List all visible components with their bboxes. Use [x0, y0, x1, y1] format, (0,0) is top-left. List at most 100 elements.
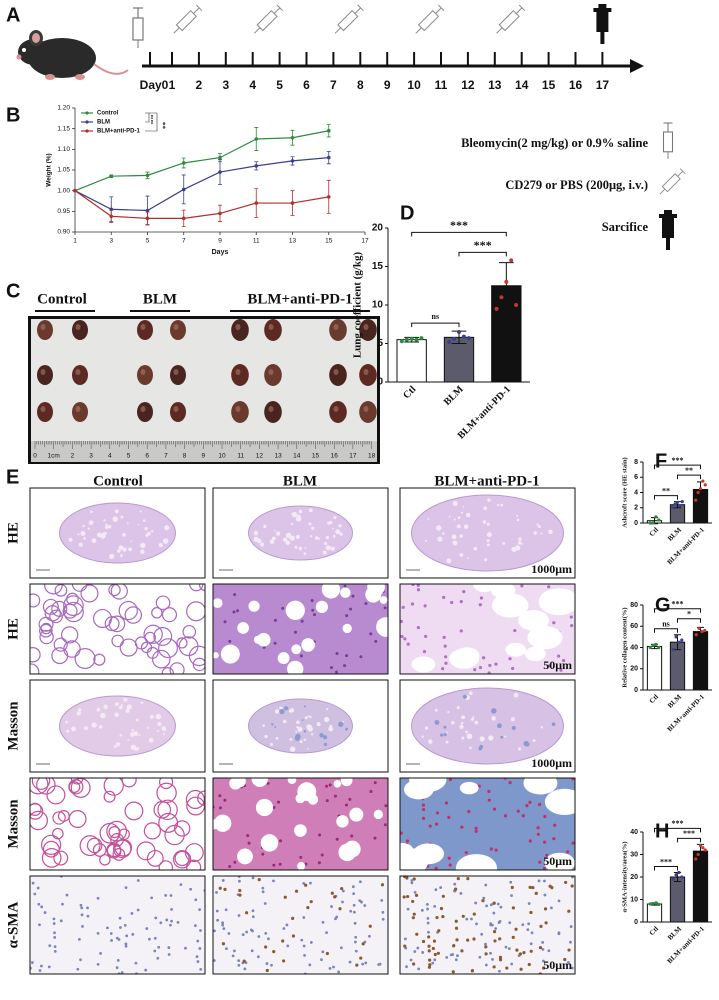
cell — [447, 815, 451, 819]
nucleus — [303, 953, 306, 957]
tissue-texture — [537, 525, 541, 529]
lung-specimen — [170, 402, 186, 422]
nucleus — [320, 958, 323, 962]
significance-label: ** — [685, 466, 693, 475]
alveolus — [449, 648, 480, 669]
alveolus — [49, 609, 63, 624]
nucleus — [53, 949, 57, 953]
cell — [345, 654, 349, 658]
data-point — [290, 159, 295, 163]
y-tick-label: 20 — [372, 223, 384, 234]
y-tick-label: 1.10 — [57, 146, 70, 153]
data-point — [703, 628, 707, 633]
nucleus — [53, 936, 57, 939]
tissue-texture — [146, 726, 149, 730]
nucleus — [549, 906, 553, 910]
key-label: Bleomycin(2 mg/kg) or 0.9% saline — [461, 136, 648, 150]
alveolus — [36, 778, 56, 795]
tissue-texture — [107, 524, 112, 529]
sma-stain — [564, 880, 568, 885]
tissue-texture — [279, 709, 285, 715]
data-point — [698, 843, 703, 848]
sacrifice-handle — [598, 4, 607, 8]
tissue-texture — [139, 510, 142, 513]
alveolus — [185, 789, 205, 810]
tissue-texture — [66, 729, 70, 733]
alveolus — [473, 584, 496, 593]
sma-stain — [361, 942, 365, 946]
lung-highlight — [140, 406, 146, 412]
alveolus — [39, 629, 54, 645]
alveolus — [400, 855, 421, 870]
alveolus — [544, 852, 575, 870]
sacrifice-neck — [600, 32, 605, 44]
lung-highlight — [333, 324, 339, 330]
alveolus — [186, 601, 205, 622]
nucleus — [221, 921, 224, 925]
nucleus — [529, 942, 533, 946]
syringe-plunger — [273, 7, 281, 14]
lung-specimen — [72, 320, 88, 340]
data-point — [674, 873, 678, 877]
ruler-label: 18 — [368, 453, 376, 460]
alveolus — [527, 625, 563, 650]
micrograph-frame — [29, 875, 206, 975]
tissue-texture — [155, 713, 162, 720]
nucleus — [115, 936, 119, 940]
significance-bracket — [458, 251, 507, 257]
alveolus — [63, 595, 84, 616]
tissue-texture — [257, 538, 262, 544]
tissue-texture — [71, 726, 77, 732]
tissue-texture — [518, 747, 522, 751]
nucleus — [491, 957, 494, 961]
tissue-texture — [332, 534, 336, 538]
lung-highlight — [75, 324, 81, 330]
data-point — [414, 337, 419, 342]
y-tick-label: 80 — [630, 602, 638, 609]
cell — [400, 634, 404, 639]
data-point — [671, 648, 675, 652]
tissue — [411, 687, 564, 765]
tissue-texture — [87, 527, 90, 530]
cell — [477, 784, 481, 788]
nucleus — [109, 932, 113, 935]
x-tick-label: 3 — [109, 238, 113, 245]
alveolus — [156, 782, 177, 804]
tissue-texture — [311, 526, 315, 530]
tissue-texture — [317, 537, 320, 540]
tissue-texture — [285, 540, 291, 545]
cell — [383, 606, 387, 610]
nucleus — [321, 950, 325, 954]
cell — [537, 802, 542, 807]
y-tick-label: 40 — [630, 829, 638, 836]
tissue-texture — [90, 510, 93, 514]
data-point — [218, 155, 222, 160]
sma-stain — [291, 916, 295, 921]
nucleus — [406, 907, 410, 911]
nucleus — [53, 931, 56, 935]
panel-label: B — [6, 104, 20, 126]
nucleus — [321, 920, 325, 924]
tissue-texture — [518, 537, 522, 541]
timeline-day-label: 13 — [488, 78, 502, 92]
nucleus — [136, 879, 140, 882]
micrograph-bg — [400, 876, 575, 974]
tissue-texture — [339, 532, 343, 536]
cell — [511, 666, 515, 671]
micrograph-frame — [212, 875, 389, 975]
tissue-texture — [469, 746, 472, 750]
data-point — [680, 875, 684, 879]
cell — [343, 664, 347, 668]
sma-stain — [355, 963, 359, 967]
cell — [444, 655, 448, 659]
sma-stain — [529, 910, 533, 915]
sma-stain — [414, 893, 419, 897]
ruler-label: 13 — [274, 453, 282, 460]
tissue-texture — [323, 541, 328, 546]
tissue-texture — [482, 520, 487, 524]
sma-stain — [528, 885, 532, 889]
y-axis-label: α-SMA-intensity/area(%) — [621, 841, 628, 912]
key-label: Sarcifice — [602, 220, 649, 234]
tissue-texture — [437, 536, 443, 542]
cell — [482, 656, 486, 660]
